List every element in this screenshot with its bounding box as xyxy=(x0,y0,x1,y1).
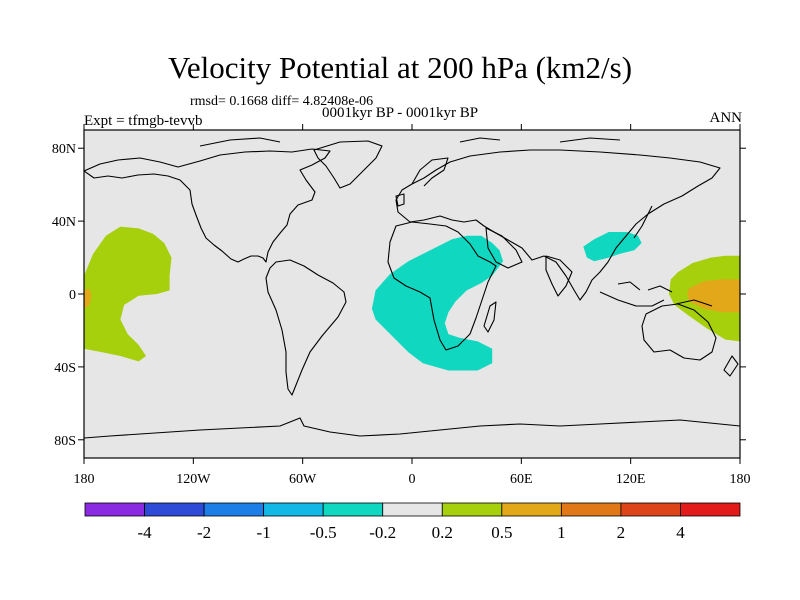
coast-greenland xyxy=(313,140,383,189)
lon-tick-label: 60W xyxy=(289,472,317,487)
coast-arctic-islands xyxy=(199,137,621,147)
lon-tick-label: 120W xyxy=(176,472,211,487)
colorbar-label: -2 xyxy=(197,523,211,542)
plot-title: Velocity Potential at 200 hPa (km2/s) xyxy=(167,50,633,85)
coast-scandinavia xyxy=(411,157,449,187)
colorbar-swatch xyxy=(501,502,562,517)
colorbar-label: 4 xyxy=(676,523,685,542)
region-asia-negative xyxy=(583,232,642,262)
contour-regions xyxy=(84,226,740,371)
lon-tick-label: 60E xyxy=(510,472,533,487)
lon-tick-label: 120E xyxy=(616,472,646,487)
colorbar-swatch xyxy=(263,502,324,517)
coast-australia xyxy=(641,303,717,361)
lon-tick-label: 180 xyxy=(74,472,95,487)
coast-india xyxy=(545,255,573,297)
region-africa-negative xyxy=(371,235,504,371)
coast-indonesia xyxy=(599,281,713,307)
coast-north-america xyxy=(84,148,331,263)
lat-tick-label: 80N xyxy=(52,142,76,157)
coast-africa xyxy=(387,221,497,351)
colorbar-label: -0.2 xyxy=(369,523,396,542)
region-east-pacific-positive xyxy=(84,226,172,362)
colorbar-swatch xyxy=(560,502,622,517)
season-label: ANN xyxy=(709,110,743,126)
colorbar-label: 0.5 xyxy=(491,523,512,542)
coast-new-zealand xyxy=(723,355,739,377)
coastlines xyxy=(84,137,740,439)
colorbar-label: 1 xyxy=(557,523,566,542)
region-west-pacific-positive-core xyxy=(687,279,740,313)
colorbar-label: 2 xyxy=(617,523,626,542)
coast-british-isles xyxy=(395,193,405,207)
period-label: 0001kyr BP - 0001kyr BP xyxy=(322,105,479,121)
lat-tick-label: 40S xyxy=(54,361,76,376)
lat-tick-label: 40N xyxy=(52,215,76,230)
colorbar-swatch xyxy=(441,502,503,517)
coast-madagascar xyxy=(483,301,497,333)
lat-tick-label: 80S xyxy=(54,434,76,449)
colorbar-label: -1 xyxy=(257,523,271,542)
coast-arabia xyxy=(485,227,523,269)
colorbar-swatch xyxy=(322,502,384,517)
coast-south-america xyxy=(265,259,347,396)
lon-tick-label: 0 xyxy=(409,472,416,487)
colorbar-swatch xyxy=(680,502,741,517)
coast-eurasia xyxy=(395,149,721,301)
colorbar-swatch xyxy=(84,502,145,517)
experiment-label: Expt = tfmgb-tevvb xyxy=(84,113,203,129)
colorbar-swatch xyxy=(620,502,681,517)
statistics-label: rmsd= 0.1668 diff= 4.82408e-06 xyxy=(190,94,374,109)
region-east-pacific-positive-core xyxy=(84,288,92,309)
colorbar: -4 -2 -1 -0.5 -0.2 0.2 0.5 1 2 4 xyxy=(84,502,741,542)
coast-antarctica xyxy=(84,417,740,439)
coast-japan xyxy=(633,205,653,239)
colorbar-swatch xyxy=(203,502,265,517)
colorbar-label: -0.5 xyxy=(310,523,337,542)
colorbar-swatch xyxy=(144,502,205,517)
colorbar-swatch xyxy=(382,502,443,517)
map-axes: 80N 40N 0 40S 80S 180 120W 60W 0 60E 120E 180 xyxy=(52,124,751,487)
colorbar-label: 0.2 xyxy=(432,523,453,542)
lat-tick-label: 0 xyxy=(69,288,76,303)
colorbar-label: -4 xyxy=(137,523,152,542)
lon-tick-label: 180 xyxy=(730,472,751,487)
